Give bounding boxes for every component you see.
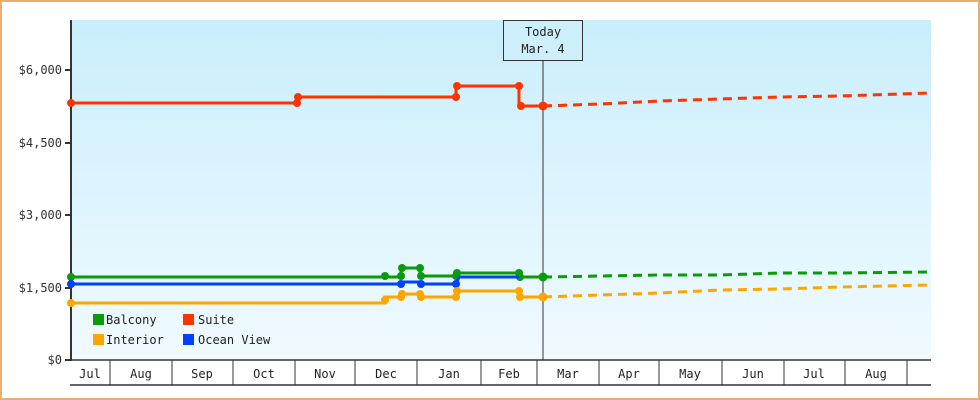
legend-label-interior: Interior <box>106 333 164 347</box>
x-label-feb: Feb <box>498 367 520 381</box>
x-label-jul: Jul <box>79 367 101 381</box>
plot-area <box>71 20 931 360</box>
balcony-swatch-icon <box>93 314 104 325</box>
legend-item-balcony[interactable]: Balcony <box>93 313 157 327</box>
series-ocean-view <box>67 275 519 288</box>
x-label-apr: Apr <box>618 367 640 381</box>
interior-swatch-icon <box>93 334 104 345</box>
series-suite <box>67 82 931 111</box>
legend-label-balcony: Balcony <box>106 313 157 327</box>
legend-item-interior[interactable]: Interior <box>93 333 164 347</box>
ocean-view-swatch-icon <box>183 334 194 345</box>
x-label-nov: Nov <box>314 367 336 381</box>
x-label-aug-2: Aug <box>865 367 887 381</box>
today-label: Today <box>525 25 561 39</box>
series-balcony <box>67 264 931 282</box>
y-label-1500: $1,500 <box>19 281 62 295</box>
legend-label-ocean-view: Ocean View <box>198 333 271 347</box>
legend: Balcony Suite Interior Ocean View <box>93 313 271 347</box>
y-axis-ticks: $6,000 $4,500 $3,000 $1,500 $0 <box>19 63 71 367</box>
x-label-aug: Aug <box>130 367 152 381</box>
x-label-dec: Dec <box>375 367 397 381</box>
x-axis: Jul Aug Sep Oct Nov Dec Jan Feb Mar Apr … <box>70 359 931 386</box>
suite-swatch-icon <box>183 314 194 325</box>
series-interior <box>67 283 931 307</box>
x-label-may: May <box>679 367 701 381</box>
x-label-jan: Jan <box>438 367 460 381</box>
y-label-3000: $3,000 <box>19 208 62 222</box>
x-label-jul-2: Jul <box>803 367 825 381</box>
x-label-sep: Sep <box>191 367 213 381</box>
today-date: Mar. 4 <box>521 42 564 56</box>
x-label-oct: Oct <box>253 367 275 381</box>
y-label-6000: $6,000 <box>19 63 62 77</box>
x-label-mar: Mar <box>557 367 579 381</box>
legend-label-suite: Suite <box>198 313 234 327</box>
y-label-0: $0 <box>48 353 62 367</box>
legend-item-ocean-view[interactable]: Ocean View <box>183 333 271 347</box>
y-label-4500: $4,500 <box>19 136 62 150</box>
legend-item-suite[interactable]: Suite <box>183 313 234 327</box>
today-marker: Today Mar. 4 <box>503 20 583 360</box>
x-label-jun: Jun <box>742 367 764 381</box>
